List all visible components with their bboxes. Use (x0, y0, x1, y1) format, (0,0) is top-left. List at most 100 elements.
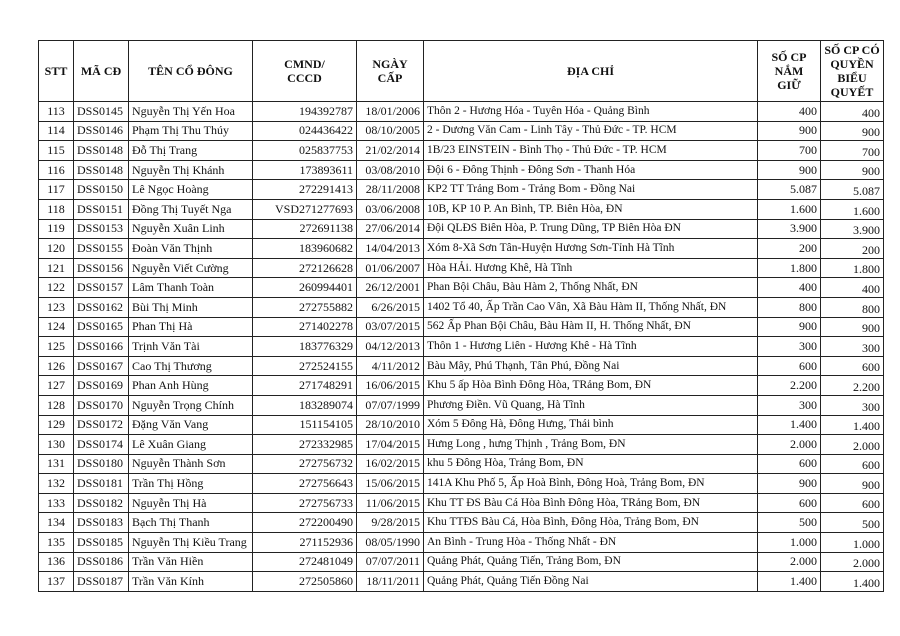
header-line: SỐ CP CÓ (824, 43, 880, 57)
id-number: 272505860 (252, 571, 357, 592)
header-line: ĐỊA CHỈ (566, 64, 614, 78)
voting-shares: 900 (820, 473, 884, 494)
shares-held: 2.000 (757, 551, 821, 573)
voting-shares: 2.000 (820, 551, 884, 573)
shareholder-code: DSS0166 (73, 336, 129, 357)
shareholder-name: Nguyễn Thị Hà (128, 492, 253, 514)
stt: 120 (38, 238, 74, 259)
stt: 135 (38, 532, 74, 553)
shareholder-code: DSS0145 (73, 101, 129, 122)
shareholder-code: DSS0172 (73, 414, 129, 436)
shares-held: 3.900 (757, 218, 821, 240)
stt: 129 (38, 414, 74, 436)
issue-date: 6/26/2015 (356, 296, 424, 318)
voting-shares: 1.400 (820, 571, 884, 592)
stt: 117 (38, 179, 74, 200)
id-number: 183289074 (252, 394, 357, 416)
header-line: CMND/ (284, 57, 325, 71)
shareholder-table: STT MÃ CĐ TÊN CỔ ĐÔNG CMND/CCCD NGÀY CẤP ĐỊA C… (38, 40, 884, 592)
address: Khu TT ĐS Bàu Cá Hòa Bình Đông Hòa, TRản… (423, 492, 758, 514)
id-number: 194392787 (252, 101, 357, 122)
table-body: 113 DSS0145 Nguyễn Thị Yến Hoa 194392787 18/… (38, 101, 884, 592)
column-header: ĐỊA CHỈ (423, 40, 758, 102)
voting-shares: 1.400 (820, 414, 884, 436)
voting-shares: 1.800 (820, 257, 884, 279)
id-number: VSD271277693 (252, 198, 357, 220)
shareholder-name: Lâm Thanh Toàn (128, 277, 253, 298)
shares-held: 700 (757, 140, 821, 161)
shareholder-code: DSS0170 (73, 394, 129, 416)
shareholder-name: Đồng Thị Tuyết Nga (128, 198, 253, 220)
stt: 137 (38, 571, 74, 592)
shareholder-name: Nguyễn Thị Kiều Trang (128, 532, 253, 553)
shareholder-name: Nguyễn Viết Cường (128, 257, 253, 279)
id-number: 151154105 (252, 414, 357, 436)
shareholder-code: DSS0151 (73, 198, 129, 220)
voting-shares: 600 (820, 453, 884, 475)
shares-held: 800 (757, 296, 821, 318)
issue-date: 04/12/2013 (356, 336, 424, 357)
header-line: TÊN CỔ ĐÔNG (148, 64, 233, 78)
address: Hòa HẢi. Hương Khê, Hà Tĩnh (423, 257, 758, 279)
stt: 115 (38, 140, 74, 161)
header-line: NẮM (774, 64, 804, 78)
voting-shares: 600 (820, 355, 884, 377)
address: Đội QLĐS Biên Hòa, P. Trung Dũng, TP Biê… (423, 218, 758, 240)
shares-held: 1.800 (757, 257, 821, 279)
shareholder-name: Lê Xuân Giang (128, 434, 253, 455)
stt: 118 (38, 198, 74, 220)
stt: 125 (38, 336, 74, 357)
id-number: 260994401 (252, 277, 357, 298)
stt: 131 (38, 453, 74, 475)
issue-date: 9/28/2015 (356, 512, 424, 534)
address: 10B, KP 10 P. An Bình, TP. Biên Hòa, ĐN (423, 198, 758, 220)
shareholder-code: DSS0148 (73, 159, 129, 181)
address: khu 5 Đông Hòa, Trảng Bom, ĐN (423, 453, 758, 475)
issue-date: 03/07/2015 (356, 316, 424, 338)
address: Khu 5 ấp Hòa Bình Đông Hòa, TRảng Bom, Đ… (423, 375, 758, 396)
table-row: 131 DSS0180 Nguyễn Thành Sơn 272756732 16/02… (38, 453, 884, 475)
shareholder-code: DSS0150 (73, 179, 129, 200)
voting-shares: 400 (820, 101, 884, 122)
voting-shares: 200 (820, 238, 884, 259)
id-number: 272524155 (252, 355, 357, 377)
table-row: 113 DSS0145 Nguyễn Thị Yến Hoa 194392787 18/… (38, 101, 884, 122)
table-row: 129 DSS0172 Đặng Văn Vang 151154105 28/10/20… (38, 414, 884, 436)
voting-shares: 500 (820, 512, 884, 534)
shares-held: 600 (757, 355, 821, 377)
issue-date: 01/06/2007 (356, 257, 424, 279)
address: 1B/23 EINSTEIN - Bình Thọ - Thủ Đức - TP… (423, 140, 758, 161)
shares-held: 200 (757, 238, 821, 259)
shareholder-code: DSS0156 (73, 257, 129, 279)
shares-held: 300 (757, 336, 821, 357)
shareholder-code: DSS0169 (73, 375, 129, 396)
id-number: 272691138 (252, 218, 357, 240)
issue-date: 11/06/2015 (356, 492, 424, 514)
table-row: 135 DSS0185 Nguyễn Thị Kiều Trang 271152936… (38, 532, 884, 553)
shareholder-name: Phạm Thị Thu Thúy (128, 120, 253, 142)
issue-date: 08/10/2005 (356, 120, 424, 142)
voting-shares: 300 (820, 336, 884, 357)
id-number: 272756643 (252, 473, 357, 494)
issue-date: 17/04/2015 (356, 434, 424, 455)
shareholder-code: DSS0165 (73, 316, 129, 338)
voting-shares: 3.900 (820, 218, 884, 240)
shareholder-code: DSS0157 (73, 277, 129, 298)
address: Xóm 5 Đông Hà, Đông Hưng, Thái bình (423, 414, 758, 436)
shares-held: 600 (757, 453, 821, 475)
table-row: 132 DSS0181 Trần Thị Hồng 272756643 15/06/20… (38, 473, 884, 494)
issue-date: 14/04/2013 (356, 238, 424, 259)
issue-date: 08/05/1990 (356, 532, 424, 553)
voting-shares: 800 (820, 296, 884, 318)
header-line: NGÀY (372, 57, 408, 71)
address: KP2 TT Trảng Bom - Trảng Bom - Đồng Nai (423, 179, 758, 200)
address: Quảng Phát, Quảng Tiến, Trảng Bom, ĐN (423, 551, 758, 573)
stt: 124 (38, 316, 74, 338)
voting-shares: 400 (820, 277, 884, 298)
column-header: NGÀY CẤP (356, 40, 424, 102)
stt: 127 (38, 375, 74, 396)
table-row: 115 DSS0148 Đỗ Thị Trang 025837753 21/02/201… (38, 140, 884, 161)
address: Bàu Mây, Phú Thạnh, Tân Phú, Đồng Nai (423, 355, 758, 377)
id-number: 272200490 (252, 512, 357, 534)
